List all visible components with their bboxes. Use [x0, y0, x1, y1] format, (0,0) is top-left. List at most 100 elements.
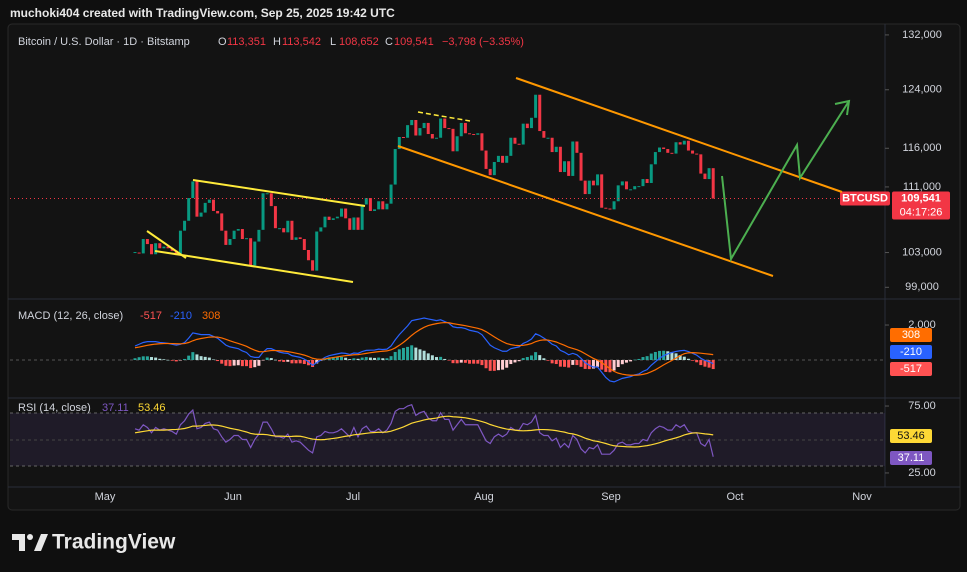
histogram-bar: [633, 359, 637, 361]
candle: [612, 201, 616, 210]
histogram-bar: [501, 360, 505, 370]
candle: [406, 125, 410, 138]
histogram-bar: [145, 356, 149, 361]
histogram-bar: [393, 351, 397, 361]
wedge-line: [192, 179, 366, 207]
candle: [203, 202, 207, 213]
candle: [575, 141, 579, 153]
histogram-bar: [340, 356, 343, 361]
candle: [711, 168, 715, 199]
price-tag: [890, 362, 932, 376]
candle: [637, 186, 641, 188]
candle: [430, 134, 434, 139]
candle: [505, 155, 509, 163]
histogram-bar: [670, 351, 674, 361]
candle: [183, 220, 187, 231]
candle: [476, 133, 480, 135]
histogram-bar: [191, 352, 195, 361]
candle: [525, 123, 529, 129]
histogram-bar: [170, 360, 174, 361]
y-tick-label: 75.00: [908, 400, 936, 412]
candle: [141, 239, 145, 254]
histogram-bar: [335, 357, 339, 361]
candle: [513, 137, 517, 144]
candle: [591, 180, 595, 186]
rsi-band: [10, 413, 885, 466]
candle: [463, 122, 467, 134]
histogram-bar: [624, 360, 628, 363]
candle: [468, 133, 472, 135]
symbol-tag: [840, 191, 890, 206]
histogram-bar: [575, 360, 579, 366]
candle: [567, 161, 571, 176]
histogram-bar: [682, 356, 686, 361]
candle: [319, 227, 323, 232]
histogram-bar: [691, 360, 695, 361]
ohlc-value: 109,541: [394, 36, 434, 48]
y-tick-label: 124,000: [902, 84, 942, 96]
price-tag: [892, 191, 950, 220]
candle: [373, 209, 377, 211]
candle: [472, 134, 476, 136]
candle: [571, 141, 575, 176]
histogram-bar: [166, 359, 170, 361]
y-tick-label: 103,000: [902, 246, 942, 258]
x-tick-label: Sep: [601, 491, 621, 503]
histogram-bar: [331, 357, 335, 361]
histogram-bar: [377, 357, 381, 361]
histogram-bar: [373, 357, 377, 361]
candle: [686, 140, 690, 151]
histogram-bar: [294, 360, 298, 364]
histogram-bar: [216, 360, 220, 362]
histogram-bar: [203, 356, 207, 361]
histogram-bar: [703, 360, 707, 367]
candle: [257, 229, 261, 242]
macd-line: [134, 317, 714, 383]
ohlc-key: O: [218, 36, 227, 48]
candle: [191, 181, 195, 199]
histogram-bar: [525, 357, 529, 361]
ohlc-value: 113,351: [227, 36, 266, 48]
candle: [137, 252, 141, 254]
candle: [178, 230, 182, 256]
candle: [645, 179, 649, 183]
histogram-bar: [298, 360, 302, 364]
y-tick-label: 111,000: [903, 181, 941, 193]
candle: [563, 161, 567, 173]
candle: [265, 193, 269, 195]
candle: [216, 210, 220, 214]
candle: [340, 208, 343, 217]
histogram-bar: [649, 353, 653, 361]
histogram-bar: [678, 355, 682, 361]
candle: [633, 186, 637, 190]
candle: [459, 122, 463, 137]
candle: [418, 128, 422, 136]
histogram-bar: [492, 360, 496, 371]
marks: 99,000 103,000 111,000 116,000 124,000 132,00…: [10, 29, 950, 503]
candle: [166, 246, 170, 249]
candle: [529, 117, 533, 129]
histogram-bar: [228, 360, 232, 367]
candle: [150, 244, 154, 255]
x-tick-label: Jun: [224, 491, 242, 503]
x-tick-label: May: [95, 491, 116, 503]
candle: [393, 149, 397, 185]
candle: [496, 155, 500, 162]
candle: [521, 123, 525, 145]
candle: [236, 229, 240, 231]
histogram-bar: [249, 360, 253, 369]
legend-value: -210: [170, 310, 192, 322]
histogram-bar: [447, 360, 451, 361]
x-tick-label: Oct: [726, 491, 743, 503]
candle: [249, 238, 253, 266]
histogram-bar: [364, 357, 368, 361]
candle: [600, 174, 604, 208]
candle: [245, 238, 249, 240]
candle: [624, 181, 628, 190]
histogram-bar: [290, 360, 294, 364]
legend-value: 308: [202, 310, 220, 322]
author-line: muchoki404 created with TradingView.com,…: [10, 6, 395, 20]
histogram-bar: [488, 360, 492, 371]
candle: [224, 230, 228, 245]
